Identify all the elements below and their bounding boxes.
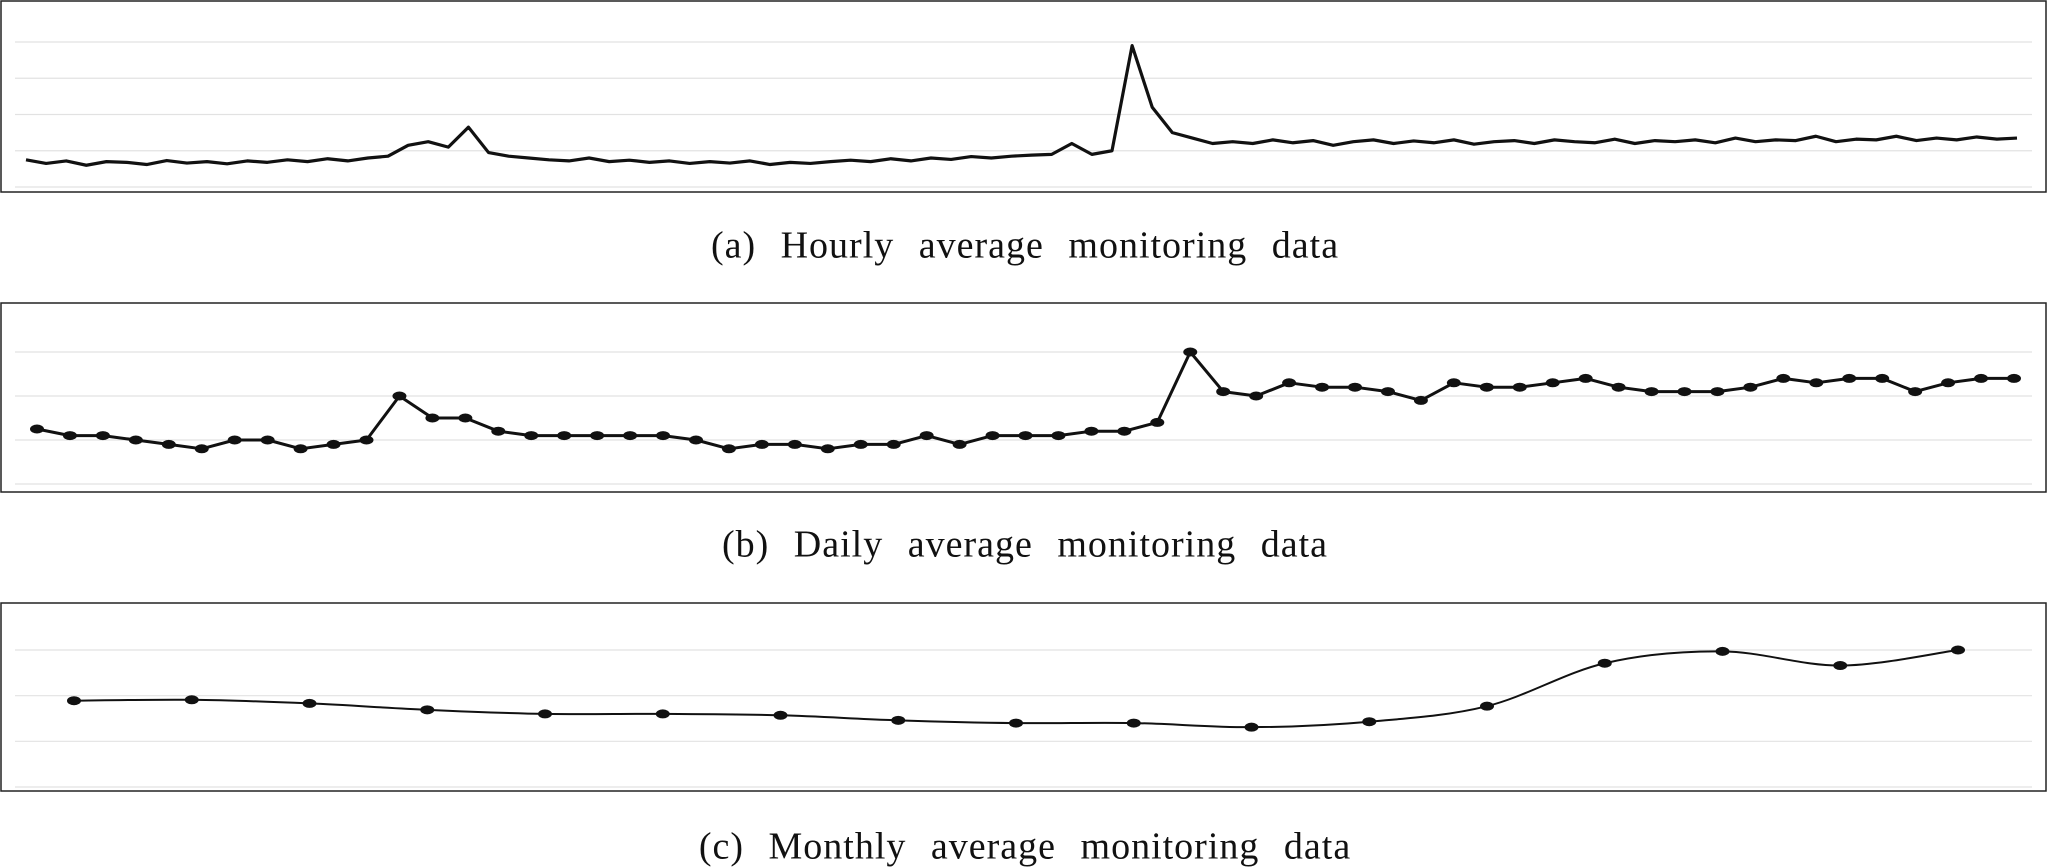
- data-point: [420, 705, 435, 715]
- data-point: [1578, 373, 1593, 383]
- data-point: [773, 710, 788, 720]
- data-point: [820, 444, 835, 454]
- data-point: [1875, 373, 1890, 383]
- data-point: [557, 431, 572, 441]
- data-point: [227, 435, 242, 445]
- data-point: [1644, 387, 1659, 397]
- data-point: [1183, 347, 1198, 357]
- data-point: [2007, 373, 2021, 383]
- data-point: [1974, 373, 1989, 383]
- chart-caption: (a) Hourly average monitoring data: [711, 225, 1339, 267]
- data-point: [1117, 426, 1132, 436]
- data-point: [1380, 387, 1395, 397]
- data-point: [1216, 387, 1231, 397]
- data-line: [73, 649, 1959, 729]
- data-line: [25, 44, 2018, 167]
- data-point: [194, 444, 209, 454]
- data-point: [1743, 382, 1758, 392]
- data-point: [1348, 382, 1362, 392]
- data-point: [62, 431, 77, 441]
- data-point: [1776, 373, 1791, 383]
- data-point: [1018, 431, 1033, 441]
- data-point: [721, 444, 736, 454]
- data-point: [260, 435, 275, 445]
- data-point: [524, 431, 539, 441]
- data-point: [1315, 382, 1330, 392]
- data-point: [787, 439, 802, 449]
- data-point: [1951, 645, 1965, 655]
- data-point: [1941, 378, 1956, 388]
- data-point: [1362, 717, 1377, 727]
- data-point: [1611, 382, 1626, 392]
- data-point: [1009, 718, 1023, 728]
- data-point: [656, 431, 671, 441]
- data-point: [1282, 378, 1297, 388]
- data-point: [161, 439, 176, 449]
- data-point: [302, 698, 317, 708]
- data-point: [67, 696, 81, 706]
- data-point: [689, 435, 703, 445]
- data-point: [1249, 391, 1264, 401]
- data-point: [458, 413, 473, 423]
- data-point: [1150, 417, 1165, 427]
- data-point: [1051, 431, 1066, 441]
- data-point: [985, 431, 1000, 441]
- data-point: [1084, 426, 1099, 436]
- data-point: [1512, 382, 1527, 392]
- data-point: [919, 431, 934, 441]
- data-point: [1126, 718, 1141, 728]
- data-point: [1833, 661, 1848, 671]
- data-point: [1545, 378, 1560, 388]
- data-point: [1479, 382, 1494, 392]
- data-point: [1244, 722, 1259, 732]
- data-point: [1809, 378, 1824, 388]
- data-point: [491, 426, 506, 436]
- data-point: [891, 715, 906, 725]
- data-point: [293, 444, 308, 454]
- data-point: [326, 439, 341, 449]
- data-point: [1677, 387, 1692, 397]
- data-point: [886, 439, 901, 449]
- data-point: [1842, 373, 1857, 383]
- data-point: [853, 439, 868, 449]
- chart-frame: [0, 0, 2047, 193]
- data-point: [1597, 658, 1612, 668]
- data-point: [754, 439, 769, 449]
- data-point: [655, 709, 670, 719]
- chart-frame: [0, 602, 2047, 792]
- data-point: [590, 431, 605, 441]
- data-point: [184, 695, 199, 705]
- chart-caption: (b) Daily average monitoring data: [722, 524, 1328, 566]
- chart-frame: [0, 302, 2047, 493]
- data-point: [128, 435, 143, 445]
- data-point: [1480, 701, 1494, 711]
- data-point: [30, 424, 44, 434]
- data-point: [425, 413, 440, 423]
- data-point: [1446, 378, 1461, 388]
- chart-caption: (c) Monthly average monitoring data: [699, 826, 1351, 868]
- data-point: [1413, 395, 1428, 405]
- data-point: [1715, 646, 1730, 656]
- data-point: [95, 431, 110, 441]
- data-point: [392, 391, 407, 401]
- data-point: [1710, 387, 1725, 397]
- data-point: [1908, 387, 1923, 397]
- data-point: [538, 709, 552, 719]
- data-point: [359, 435, 374, 445]
- data-point: [623, 431, 638, 441]
- data-point: [952, 439, 967, 449]
